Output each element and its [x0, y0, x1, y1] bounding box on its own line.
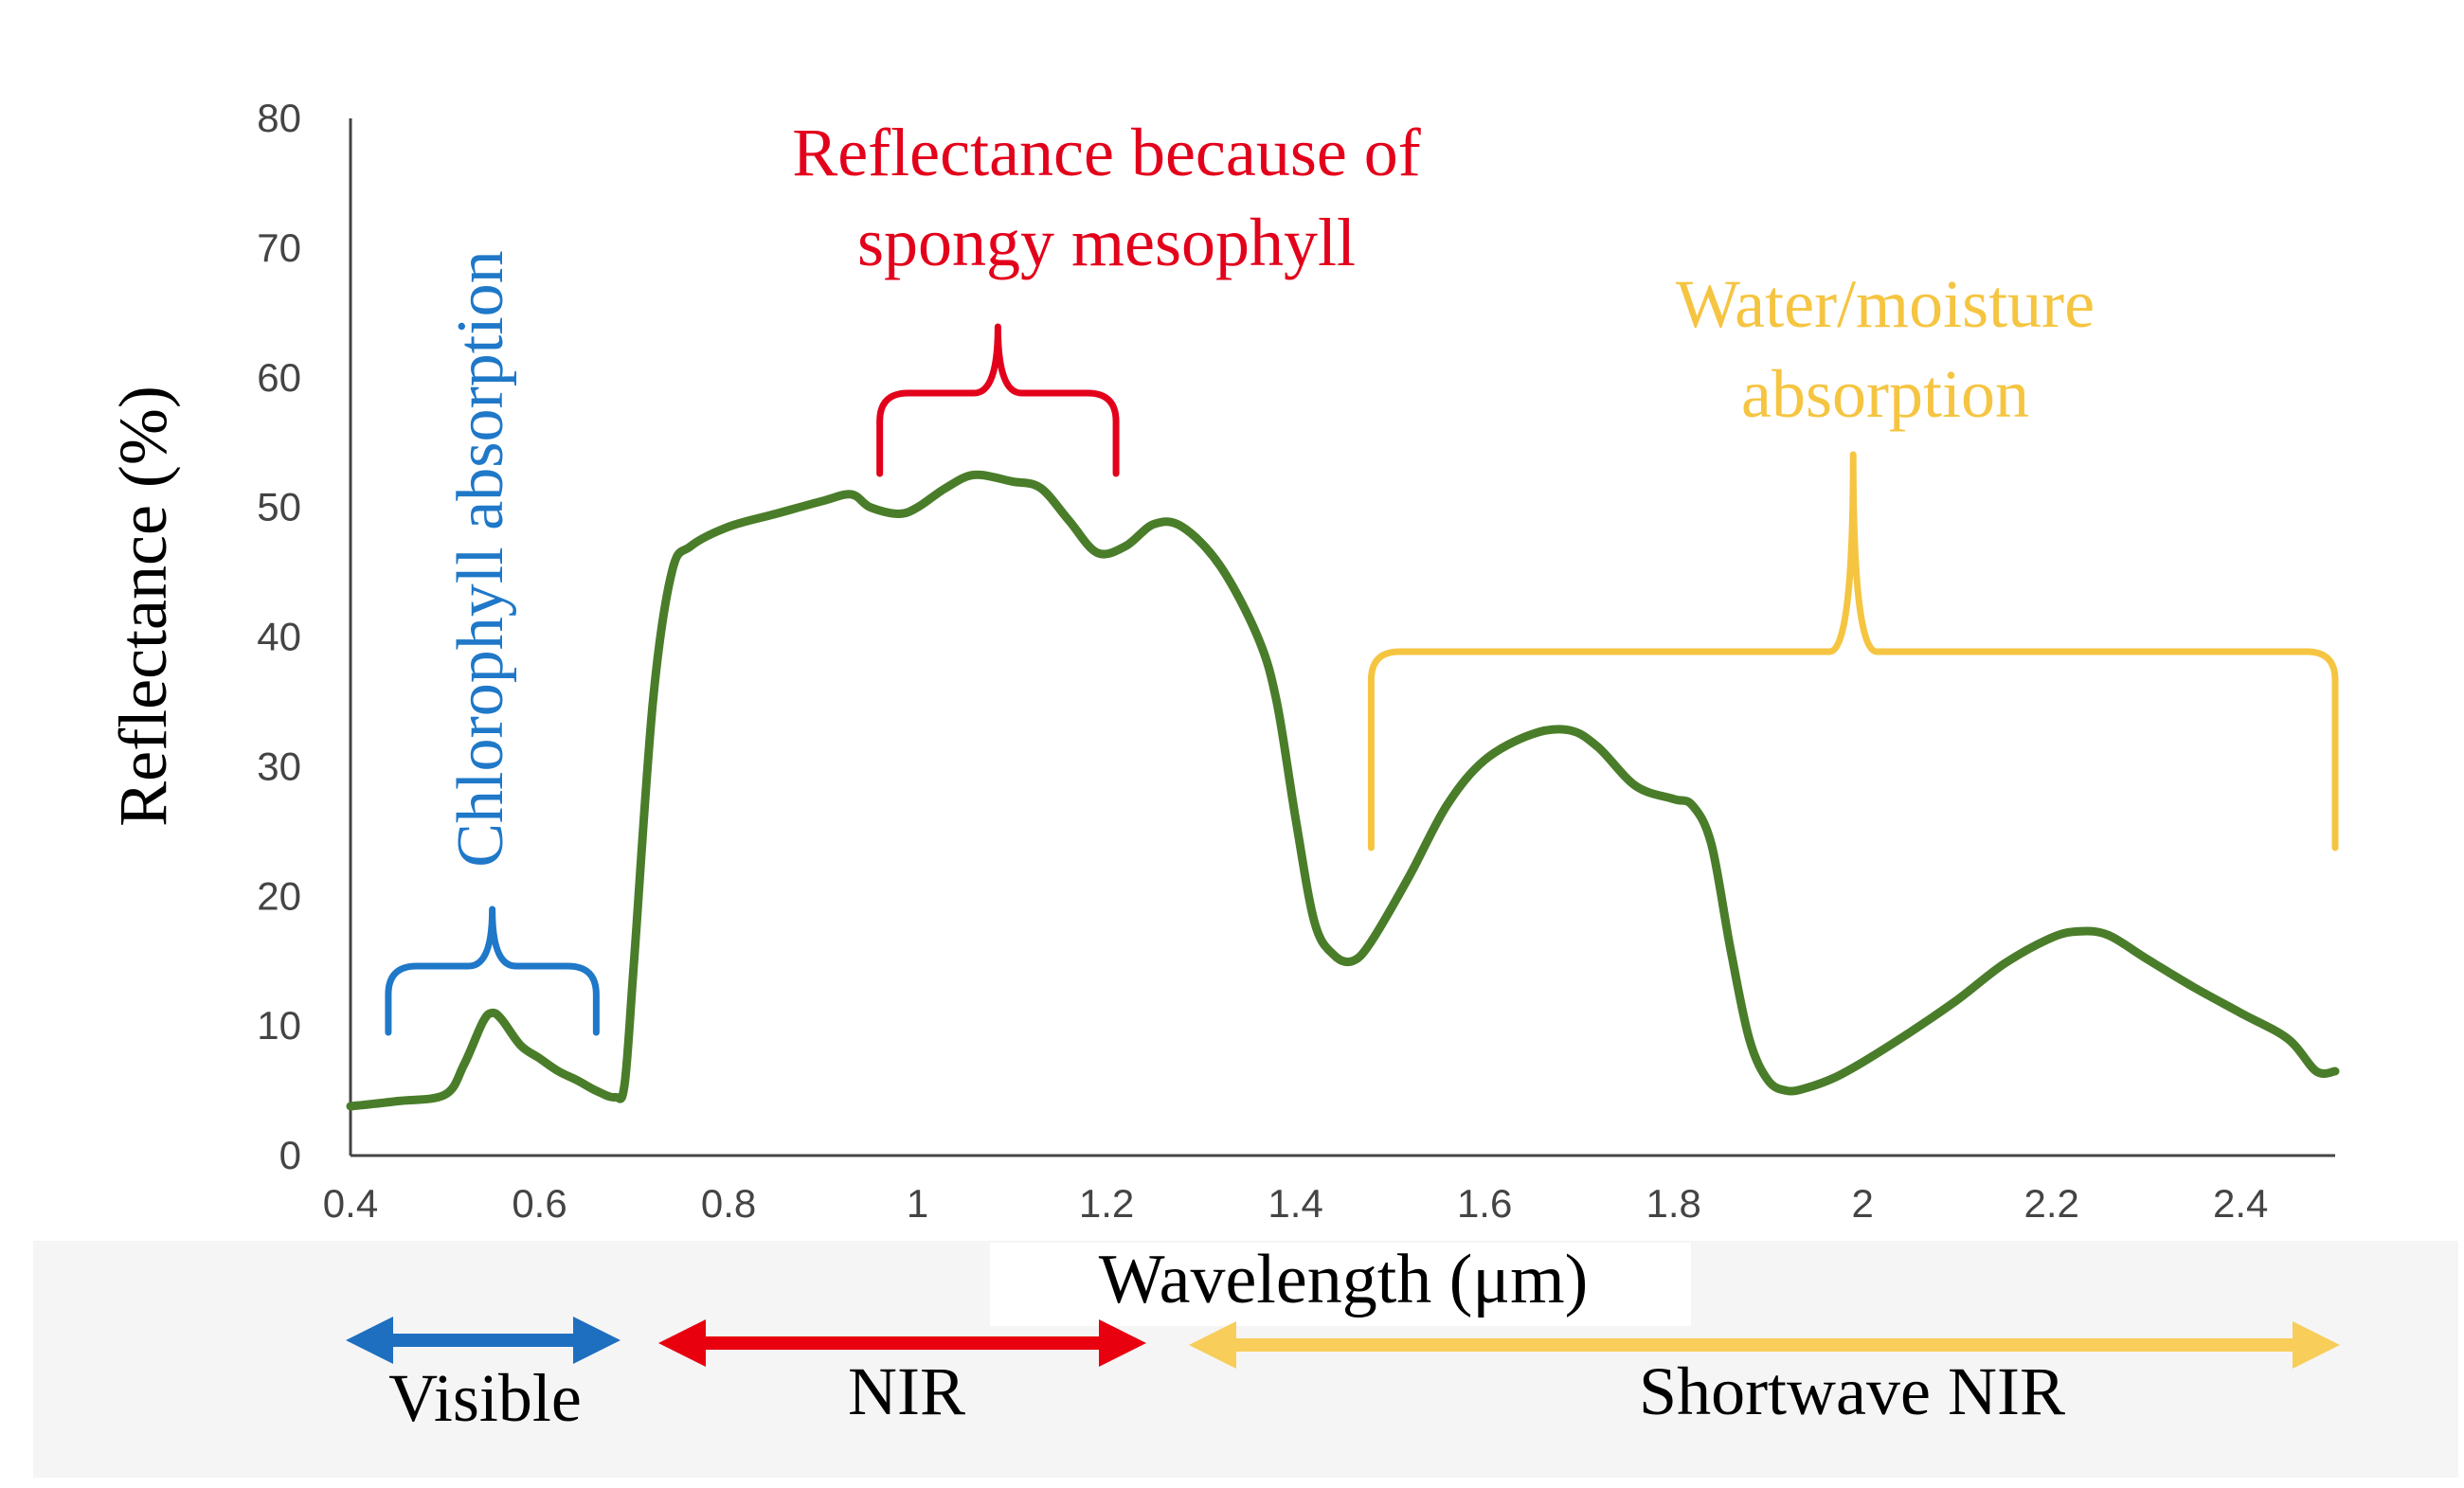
x-tick-label: 2.2	[2024, 1181, 2079, 1226]
xlabel-backdrop	[990, 1243, 1691, 1326]
y-tick-label: 50	[257, 485, 301, 529]
region-label-nir: NIR	[848, 1354, 965, 1429]
x-tick-label: 1.2	[1079, 1181, 1134, 1226]
nir-arrow	[658, 1319, 1146, 1367]
x-tick-label: 2.4	[2213, 1181, 2268, 1226]
x-tick-label: 1	[907, 1181, 928, 1226]
mesophyll-annotation-line1: Reflectance because of	[792, 115, 1421, 190]
x-tick-label: 1.6	[1457, 1181, 1512, 1226]
y-ticks: 0 10 20 30 40 50 60 70 80	[257, 96, 301, 1177]
y-tick-label: 40	[257, 615, 301, 659]
x-tick-label: 2	[1852, 1181, 1874, 1226]
water-annotation-line1: Water/moisture	[1676, 266, 2095, 342]
y-tick-label: 0	[279, 1133, 301, 1177]
y-axis-label: Reflectance (%)	[105, 385, 181, 827]
shortwave-nir-arrow	[1189, 1321, 2340, 1369]
water-annotation-line2: absorption	[1741, 356, 2029, 432]
mesophyll-brace	[876, 323, 1120, 477]
y-tick-label: 70	[257, 225, 301, 270]
y-tick-label: 20	[257, 873, 301, 918]
y-tick-label: 80	[257, 96, 301, 140]
water-brace	[1367, 451, 2339, 852]
y-tick-label: 10	[257, 1003, 301, 1048]
x-tick-label: 1.8	[1646, 1181, 1700, 1226]
chlorophyll-annotation: Chlorophyll absorption	[444, 250, 517, 867]
x-tick-label: 0.8	[701, 1181, 756, 1226]
visible-arrow	[346, 1317, 620, 1364]
chlorophyll-brace	[385, 905, 600, 1036]
mesophyll-annotation-line2: spongy mesophyll	[857, 205, 1356, 280]
x-tick-label: 1.4	[1268, 1181, 1322, 1226]
region-label-shortwave-nir: Shortwave NIR	[1639, 1354, 2065, 1429]
y-tick-label: 60	[257, 355, 301, 400]
region-label-visible: Visible	[388, 1360, 582, 1436]
series-line	[346, 470, 2340, 1111]
x-tick-label: 0.6	[512, 1181, 567, 1226]
y-tick-label: 30	[257, 744, 301, 788]
x-axis-label: Wavelength (μm)	[1099, 1241, 1589, 1318]
x-ticks: 0.4 0.6 0.8 1 1.2 1.4 1.6 1.8 2 2.2 2.4	[323, 1181, 2269, 1226]
x-tick-label: 0.4	[323, 1181, 378, 1226]
